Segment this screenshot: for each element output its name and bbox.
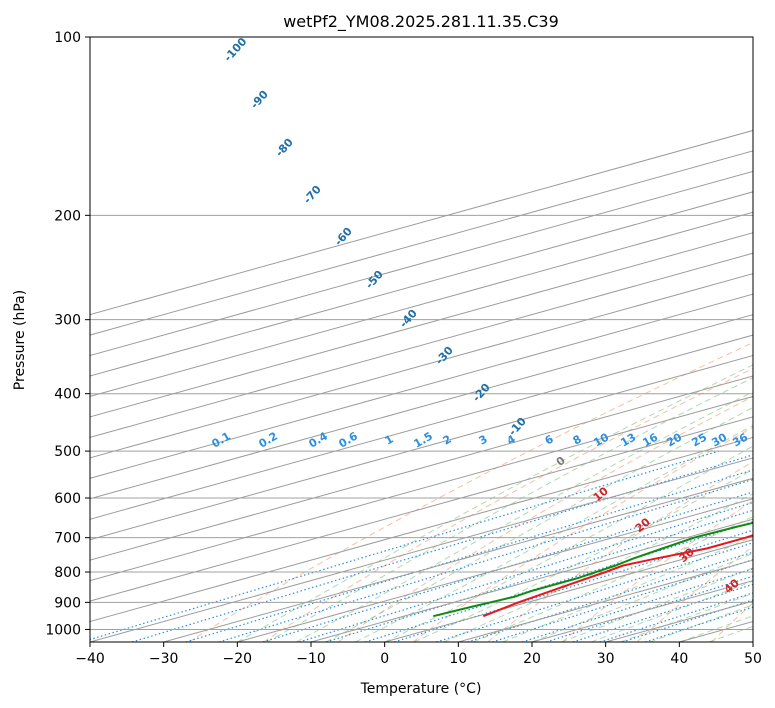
- y-tick-label: 400: [54, 387, 81, 403]
- x-tick-label: −40: [75, 651, 105, 667]
- isotherm-line: [90, 170, 753, 357]
- x-tick-label: −30: [149, 651, 179, 667]
- isotherm-line: [90, 436, 753, 623]
- x-tick-label: 50: [744, 651, 762, 667]
- sounding-profiles: [432, 521, 753, 618]
- x-tick-label: 0: [380, 651, 389, 667]
- isotherm-line: [90, 314, 753, 500]
- x-tick-label: 30: [597, 651, 615, 667]
- mixing-ratio-line: [622, 599, 753, 642]
- isotherm-line: [384, 539, 753, 642]
- isotherm-line: [90, 457, 753, 642]
- y-tick-label: 600: [54, 491, 81, 507]
- moist-adiabat-line: [237, 364, 753, 642]
- mixing-ratio-line: [645, 606, 753, 642]
- y-tick-label: 100: [54, 30, 81, 46]
- moist-adiabat-line: [620, 592, 753, 642]
- isotherm-line: [90, 232, 753, 418]
- y-axis-label: Pressure (hPa): [12, 290, 28, 390]
- isotherm-line: [163, 477, 753, 642]
- moist-adiabat-line: [384, 445, 753, 642]
- x-tick-label: −20: [223, 651, 253, 667]
- mixing-ratio-line: [325, 509, 753, 642]
- dry-adiabat-line: [337, 395, 753, 642]
- mixing-ratio-line: [436, 542, 753, 642]
- x-tick-label: −10: [296, 651, 326, 667]
- isotherm-line: [237, 498, 753, 642]
- y-tick-label: 500: [54, 444, 81, 460]
- y-tick-label: 200: [54, 208, 81, 224]
- x-tick-label: 20: [523, 651, 541, 667]
- y-tick-label: 300: [54, 313, 81, 329]
- skewed-isotherms: [90, 129, 753, 642]
- isotherm-line: [90, 293, 753, 479]
- dry-adiabat-line: [188, 342, 753, 642]
- mixing-ratio-line: [218, 478, 753, 642]
- dry-adiabat-line: [263, 367, 753, 642]
- isotherm-line: [90, 334, 753, 520]
- y-tick-label: 900: [54, 595, 81, 611]
- plot-area: [90, 37, 753, 642]
- moist-adiabat-line: [531, 552, 753, 642]
- mixing-ratio-line: [599, 592, 753, 642]
- dewpoint-profile-line: [432, 521, 753, 618]
- dry-adiabat-line: [487, 461, 753, 642]
- mixing-ratio-line: [185, 469, 753, 642]
- moist-adiabat-line: [325, 406, 753, 642]
- isotherm-line: [90, 375, 753, 561]
- mixing-ratio-line: [467, 551, 753, 642]
- y-tick-label: 700: [54, 531, 81, 547]
- temperature-profile-line: [482, 534, 753, 618]
- isotherm-line: [90, 273, 753, 459]
- mixing-ratio-line: [546, 575, 753, 642]
- moist-adiabat-line: [502, 535, 753, 642]
- moist-adiabat-line: [266, 377, 753, 642]
- y-tick-label: 800: [54, 565, 81, 581]
- mixing-ratio-lines: [90, 450, 753, 642]
- x-axis-label: Temperature (°C): [360, 681, 482, 697]
- x-tick-label: 40: [670, 651, 688, 667]
- pressure-grid: [90, 37, 753, 630]
- isotherm-line: [90, 416, 753, 602]
- chart-title: wetPf2_YM08.2025.281.11.35.C39: [283, 12, 559, 32]
- mixing-ratio-line: [262, 491, 753, 642]
- mixing-ratio-line: [572, 583, 753, 642]
- isotherm-line: [90, 191, 753, 377]
- x-tick-label: 10: [449, 651, 467, 667]
- isotherm-line: [90, 211, 753, 397]
- mixing-ratio-line: [131, 454, 753, 642]
- axes: −40 −30 −20 −10 0 10 20 30 40 50 100 200 300 400 500 60…: [45, 30, 762, 667]
- y-tick-label: 1000: [45, 622, 81, 638]
- isotherm-line: [90, 129, 753, 316]
- isotherm-line: [90, 395, 753, 582]
- plot-frame: [89, 36, 754, 643]
- isotherm-line: [90, 252, 753, 438]
- isotherm-line: [310, 518, 753, 642]
